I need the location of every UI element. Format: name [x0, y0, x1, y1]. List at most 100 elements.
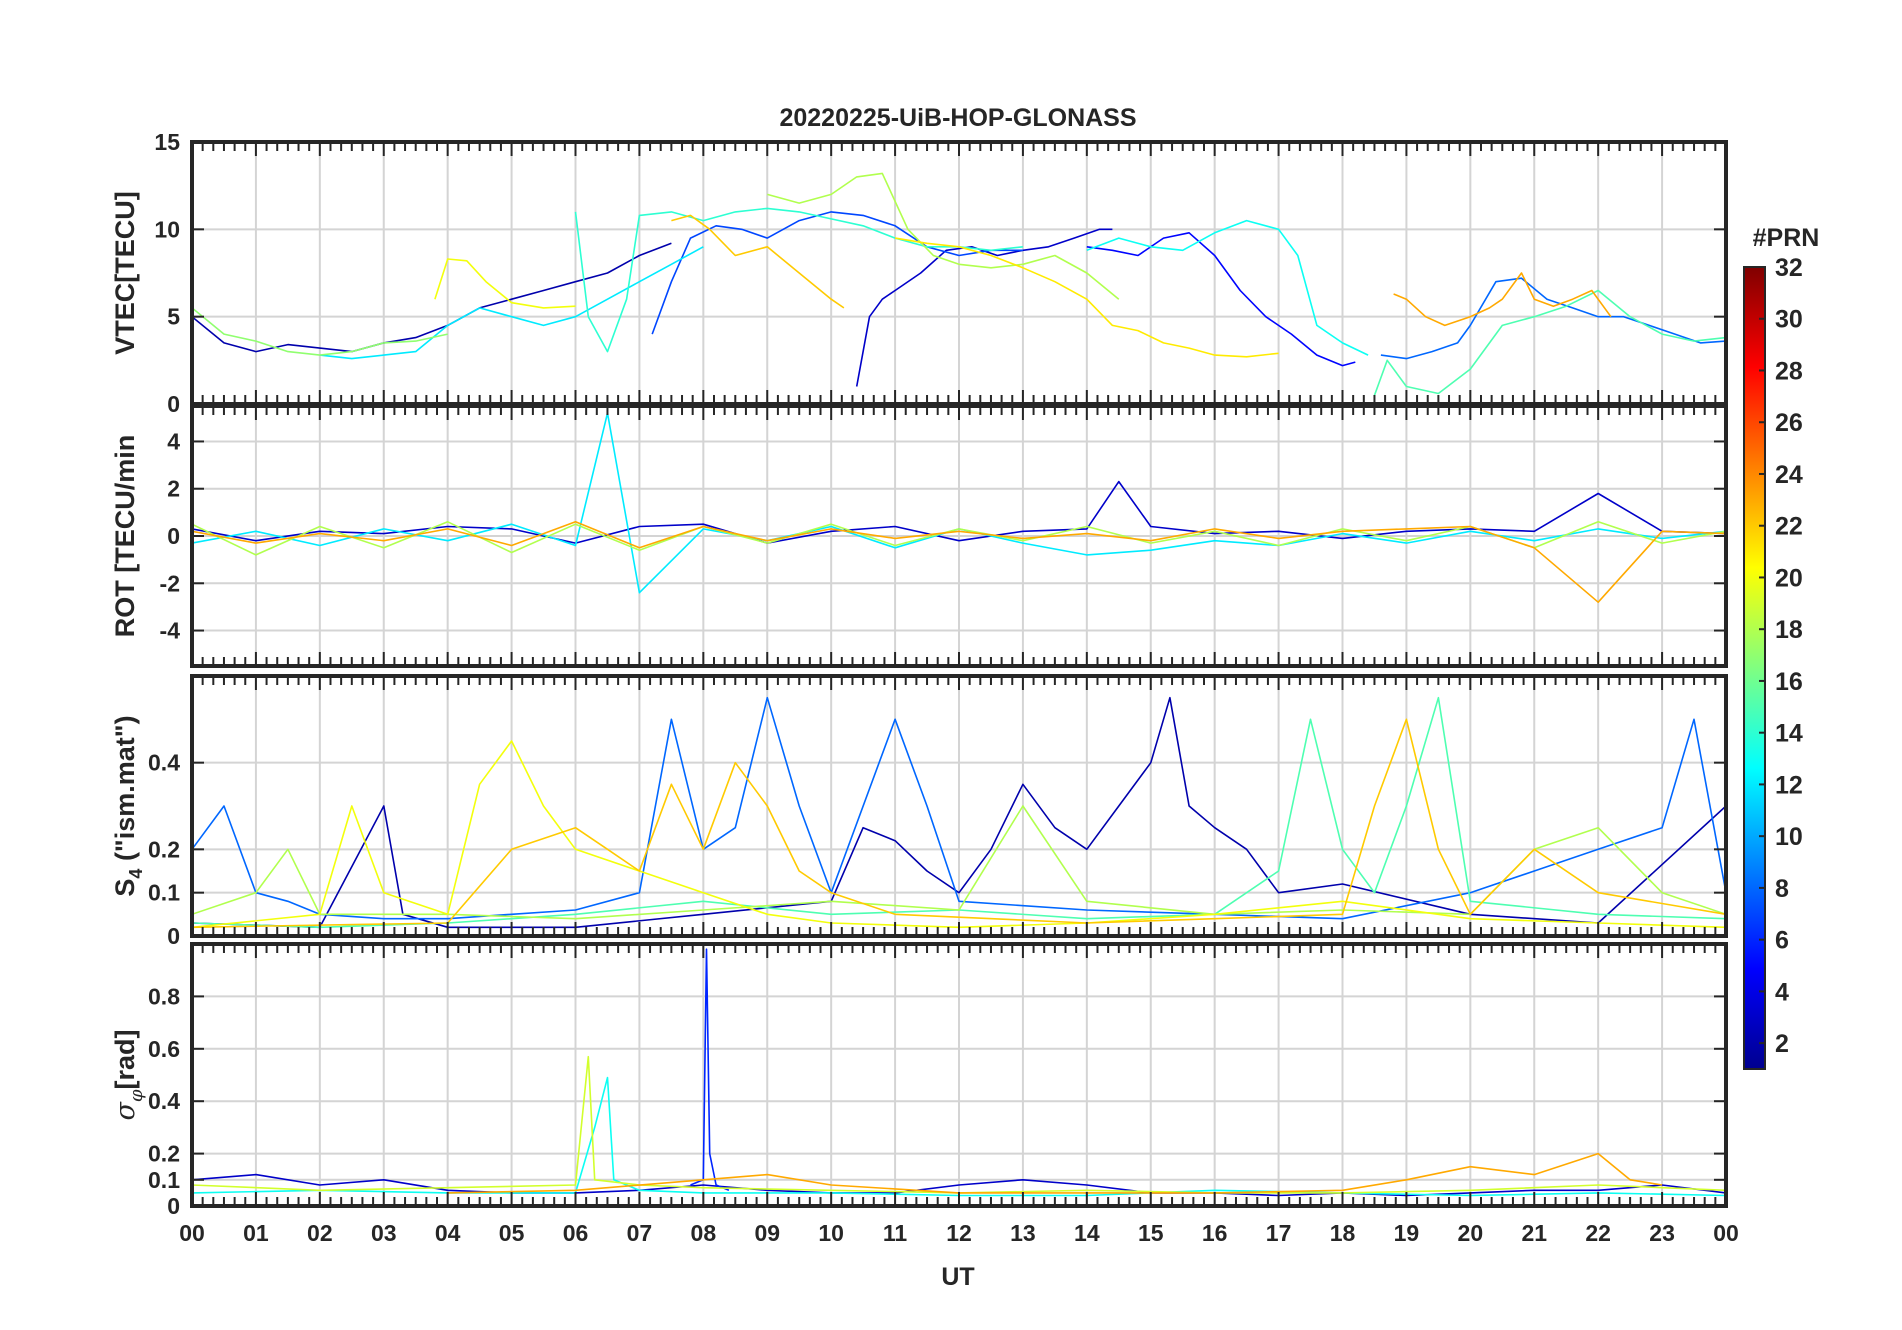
series-prn-19 [192, 1055, 1726, 1194]
x-tick-label: 08 [691, 1220, 717, 1246]
colorbar-tick-label: 20 [1775, 564, 1803, 592]
x-tick-label: 07 [627, 1220, 653, 1246]
y-tick-label: 0.6 [148, 1036, 180, 1062]
colorbar-tick-label: 24 [1775, 461, 1803, 489]
colorbar-tick-label: 26 [1775, 409, 1803, 437]
x-tick-label: 06 [563, 1220, 589, 1246]
series-prn-21 [894, 237, 1279, 358]
x-tick-label: 14 [1074, 1220, 1100, 1246]
series-prn-12 [319, 246, 704, 360]
y-tick-label: 0 [167, 1193, 180, 1219]
colorbar-gradient [1743, 266, 1766, 1070]
series-group [192, 172, 1726, 396]
series-prn-15 [192, 696, 1726, 929]
x-tick-label: 19 [1394, 1220, 1420, 1246]
y-tick-label: 0 [167, 523, 180, 549]
panel-sigma: 00.10.2 0.4 0.6 0.8σφ[rad] [110, 942, 1728, 1219]
y-tick-label: 0.2 [148, 1141, 180, 1167]
x-tick-label: 05 [499, 1220, 525, 1246]
series-prn-15 [1373, 289, 1726, 396]
series-prn-3 [855, 228, 1113, 387]
colorbar-label: #PRN [1753, 224, 1820, 252]
x-tick-label: 00 [1713, 1220, 1739, 1246]
y-tick-label: 0.1 [148, 880, 180, 906]
y-tick-label: 0.4 [148, 1088, 180, 1114]
series-prn-18 [192, 805, 1726, 920]
x-tick-label: 20 [1458, 1220, 1484, 1246]
y-axis-label: VTEC[TECU] [110, 191, 140, 355]
series-prn-23 [447, 1152, 1663, 1194]
panel-rot: -4 -2 0 2 4 ROT [TECU/min [110, 404, 1728, 668]
x-tick-label: 22 [1585, 1220, 1611, 1246]
x-tick-label: 23 [1649, 1220, 1675, 1246]
y-tick-label: 0.1 [148, 1167, 180, 1193]
series-prn-20 [192, 740, 1726, 929]
y-axis-label: σφ[rad] [110, 1029, 147, 1120]
y-tick-label: 0 [167, 923, 180, 949]
colorbar-tick-label: 16 [1775, 668, 1803, 696]
panel-frame [190, 942, 1728, 1208]
x-axis: 00 01 02 03 04 05 06 07 08 09 10 11 12 13 14 15 16 17 18 19… [179, 1220, 1739, 1246]
series-prn-2 [192, 242, 672, 353]
x-tick-label: 18 [1330, 1220, 1356, 1246]
x-tick-label: 11 [883, 1220, 908, 1246]
y-axis-label: ROT [TECU/min [110, 435, 140, 638]
x-tick-label: 01 [243, 1220, 269, 1246]
series-prn-22 [192, 718, 1726, 929]
series-prn-14 [574, 207, 1023, 353]
colorbar-tick-label: 14 [1775, 720, 1803, 748]
series-prn-7 [651, 211, 1023, 335]
y-tick-label: -4 [160, 618, 181, 644]
panel-frame [190, 404, 1728, 668]
y-tick-label: 2 [167, 476, 180, 502]
y-tick-label: 5 [167, 304, 180, 330]
y-tick-label: 10 [154, 216, 180, 242]
x-tick-label: 00 [179, 1220, 205, 1246]
colorbar-tick-label: 22 [1775, 513, 1803, 541]
y-tick-label: 4 [167, 428, 180, 454]
chart-title: 20220225-UiB-HOP-GLONASS [779, 104, 1136, 132]
x-tick-label: 21 [1521, 1220, 1547, 1246]
y-tick-label: 0.4 [148, 750, 180, 776]
colorbar-tick-label: 30 [1775, 306, 1803, 334]
series-prn-18 [767, 172, 1120, 300]
colorbar-tick-label: 18 [1775, 616, 1803, 644]
series-group [192, 412, 1726, 604]
colorbar-tick-label: 10 [1775, 823, 1803, 851]
series-group [192, 696, 1726, 929]
colorbar-tick-label: 32 [1775, 254, 1803, 282]
x-tick-label: 09 [754, 1220, 780, 1246]
colorbar-tick-label: 8 [1775, 875, 1789, 903]
series-prn-13 [1086, 219, 1369, 356]
x-tick-label: 12 [946, 1220, 972, 1246]
x-tick-label: 10 [818, 1220, 844, 1246]
colorbar-tick-label: 12 [1775, 771, 1803, 799]
y-tick-label: 15 [154, 129, 180, 155]
series-prn-5 [1086, 232, 1356, 367]
series-prn-23 [1393, 272, 1612, 327]
x-tick-label: 02 [307, 1220, 333, 1246]
x-tick-label: 15 [1138, 1220, 1164, 1246]
x-axis-label: UT [941, 1263, 974, 1291]
panel-frame [190, 674, 1728, 938]
colorbar-tick-label: 6 [1775, 927, 1789, 955]
colorbar-tick-label: 4 [1775, 978, 1789, 1006]
y-tick-label: 0.8 [148, 983, 180, 1009]
series-prn-17 [192, 307, 448, 356]
panel-vtec: 0 5 10 15 VTEC[TECU] [110, 129, 1728, 417]
series-prn-12 [192, 412, 1726, 594]
colorbar-tick-label: 28 [1775, 357, 1803, 385]
series-prn-22 [671, 214, 845, 309]
y-tick-label: 0.2 [148, 836, 180, 862]
series-prn-23 [192, 520, 1726, 604]
y-tick-label: -2 [160, 570, 180, 596]
x-tick-label: 03 [371, 1220, 397, 1246]
x-tick-label: 13 [1010, 1220, 1036, 1246]
colorbar-tick-label: 2 [1775, 1030, 1789, 1058]
series-prn-20 [434, 258, 576, 309]
y-tick-label: 0 [167, 391, 180, 417]
